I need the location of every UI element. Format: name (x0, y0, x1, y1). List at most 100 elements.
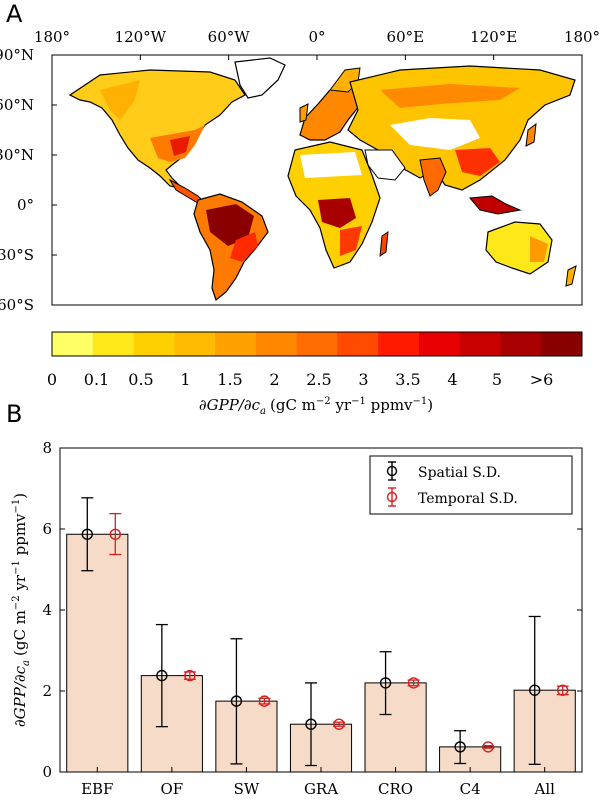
map-x-tick-label: 0° (308, 28, 325, 46)
panel-b-label: B (6, 400, 22, 428)
bar-x-tick-label: EBF (81, 780, 113, 798)
land-south-china (455, 148, 500, 176)
colorbar-segment (500, 332, 542, 356)
map-y-tick-label: 90°N (0, 46, 34, 64)
spatial-mean-marker (379, 677, 392, 689)
land-japan (525, 122, 537, 147)
land-congo (318, 198, 356, 228)
colorbar-tick-label: 1 (180, 370, 190, 389)
colorbar-segment (215, 332, 257, 356)
land-uk (299, 103, 309, 123)
map-y-tick-label: 30°S (0, 246, 34, 264)
panel-a-label: A (6, 0, 23, 28)
bar-x-tick-label: CRO (378, 780, 413, 798)
bar-y-tick-label: 2 (42, 682, 52, 700)
temporal-mean-marker (184, 669, 196, 682)
land-amazon (206, 204, 254, 246)
colorbar-segment (296, 332, 338, 356)
spatial-mean-marker (81, 528, 93, 540)
bar-gra (289, 723, 353, 773)
temporal-mean-marker (482, 741, 494, 753)
land-indonesia (469, 195, 522, 215)
temporal-mean-marker (258, 695, 271, 707)
colorbar-segment (255, 332, 298, 356)
spatial-mean-marker (230, 695, 243, 707)
land-us-east-core (170, 136, 190, 156)
colorbar (51, 331, 583, 357)
bar-x-tick-label: GRA (304, 780, 338, 798)
map-x-tick-label: 120°E (470, 28, 517, 46)
land-madagascar (379, 230, 389, 258)
map-y-ticks: 90°N 60°N 30°N 0° 30°S 60°S (0, 46, 57, 314)
map-x-tick-label: 60°W (208, 28, 251, 46)
bar-y-tick-label: 8 (42, 439, 52, 457)
land-india (419, 157, 447, 197)
legend-spatial-marker (386, 461, 398, 481)
bar-y-tick-label: 4 (42, 601, 52, 619)
land-canada-west (100, 80, 140, 120)
bar-x-tick-label: OF (160, 780, 183, 798)
temporal-mean-marker (109, 528, 121, 540)
colorbar-tick-label: 1.5 (217, 370, 242, 389)
bar-sw (215, 700, 278, 773)
colorbar-tick-label: 4 (447, 370, 457, 389)
colorbar-segment (52, 332, 94, 356)
legend-box (369, 455, 573, 515)
spatial-mean-marker (454, 741, 466, 753)
colorbar-tick-label: 0 (47, 370, 57, 389)
legend-spatial-label: Spatial S.D. (418, 465, 501, 481)
land-masses (68, 57, 577, 302)
land-south-america-east (230, 232, 258, 262)
colorbar-segment (459, 332, 501, 356)
map-x-tick-label: 120°W (115, 28, 167, 46)
land-central-asia (390, 118, 480, 150)
map-y-tick-label: 60°N (0, 96, 34, 114)
colorbar-segment (418, 332, 461, 356)
map-x-tick-label: 60°E (387, 28, 425, 46)
colorbar-tick-label: 3.5 (395, 370, 420, 389)
bar-x-tick-label: C4 (460, 780, 481, 798)
colorbar-frame (51, 331, 583, 357)
land-sahara (300, 152, 362, 178)
colorbar-segment (92, 332, 135, 356)
bar-all (513, 689, 576, 773)
colorbar-segment (378, 332, 420, 356)
colorbar-label: ∂GPP/∂ca (gC m−2 yr−1 ppmv−1) (199, 396, 433, 417)
spatial-mean-marker (529, 684, 541, 696)
temporal-mean-marker (333, 718, 345, 730)
map-y-tick-label: 0° (17, 196, 34, 214)
legend: Spatial S.D. Temporal S.D. (369, 455, 573, 515)
colorbar-tick-label: 2.5 (306, 370, 331, 389)
colorbar-segment (337, 332, 379, 356)
legend-temporal-label: Temporal S.D. (418, 491, 518, 507)
bar-chart: 0 2 4 6 8 EBF OF SW GRA CRO C4 All (42, 439, 583, 798)
bar-ebf (66, 533, 129, 773)
map-x-ticks: 180° 120°W 60°W 0° 60°E 120°E 180° (34, 28, 600, 60)
spatial-mean-marker (305, 718, 317, 730)
legend-temporal-marker (386, 487, 398, 507)
colorbar-segment (174, 332, 216, 356)
land-australia-east (530, 236, 548, 262)
map-x-tick-label: 180° (34, 28, 70, 46)
bar-cro (364, 682, 427, 773)
spatial-mean-marker (156, 669, 168, 682)
map-area (51, 54, 583, 306)
colorbar-segment (541, 332, 583, 356)
map-y-tick-label: 60°S (0, 296, 34, 314)
land-siberia (380, 84, 520, 108)
temporal-mean-marker (557, 684, 569, 696)
colorbar-tick-label: >6 (530, 370, 554, 389)
bar-y-axis-label: ∂GPP/∂ca(gC m−2 yr−1 ppmv−1) (11, 493, 32, 727)
bar-of (140, 675, 203, 773)
colorbar-tick-label: 0.5 (128, 370, 153, 389)
bar-x-tick-label: All (533, 780, 555, 798)
land-east-africa (340, 226, 362, 256)
bar-y-tick-label: 0 (42, 763, 52, 781)
temporal-mean-marker (407, 677, 420, 689)
map-y-tick-label: 30°N (0, 146, 34, 164)
colorbar-tick-label: 2 (269, 370, 279, 389)
bar-y-tick-label: 6 (42, 520, 52, 538)
bar-x-tick-label: SW (234, 780, 260, 798)
colorbar-ticks: 0 0.1 0.5 1 1.5 2 2.5 3 3.5 4 5 >6 (47, 370, 553, 389)
colorbar-tick-label: 0.1 (84, 370, 109, 389)
